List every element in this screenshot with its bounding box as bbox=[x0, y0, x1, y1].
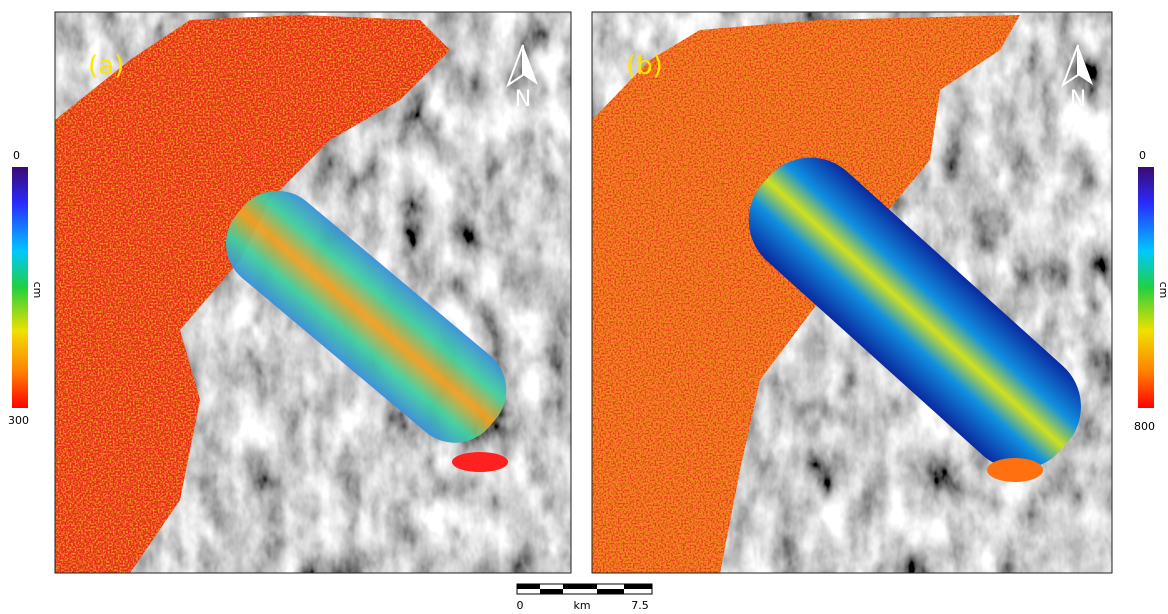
map-panel-a bbox=[55, 12, 571, 573]
panel-label: (a) bbox=[88, 51, 124, 81]
scale-end: 7.5 bbox=[631, 599, 649, 612]
scale-start: 0 bbox=[517, 599, 524, 612]
glacier-tongue bbox=[452, 452, 508, 472]
scale-unit: km bbox=[573, 599, 590, 612]
colorbar bbox=[12, 167, 28, 408]
panel-label: (b) bbox=[626, 51, 663, 81]
north-label: N bbox=[515, 87, 531, 112]
colorbar-max: 300 bbox=[8, 414, 29, 427]
colorbar-min: 0 bbox=[13, 149, 20, 162]
colorbar-unit: cm bbox=[31, 282, 44, 299]
map-panel-b bbox=[592, 12, 1112, 573]
colorbar-unit: cm bbox=[1157, 282, 1168, 299]
colorbar bbox=[1138, 167, 1154, 408]
figure-canvas: (a) N (b) N 0 300 cm 0 800 cm 0 km 7.5 bbox=[0, 0, 1168, 614]
north-label: N bbox=[1070, 87, 1086, 112]
figure: (a) N (b) N 0 300 cm 0 800 cm 0 km 7.5 bbox=[0, 0, 1168, 614]
scale-bar bbox=[517, 584, 652, 594]
colorbar-min: 0 bbox=[1139, 149, 1146, 162]
colorbar-max: 800 bbox=[1134, 420, 1155, 433]
glacier-tongue bbox=[987, 458, 1043, 482]
